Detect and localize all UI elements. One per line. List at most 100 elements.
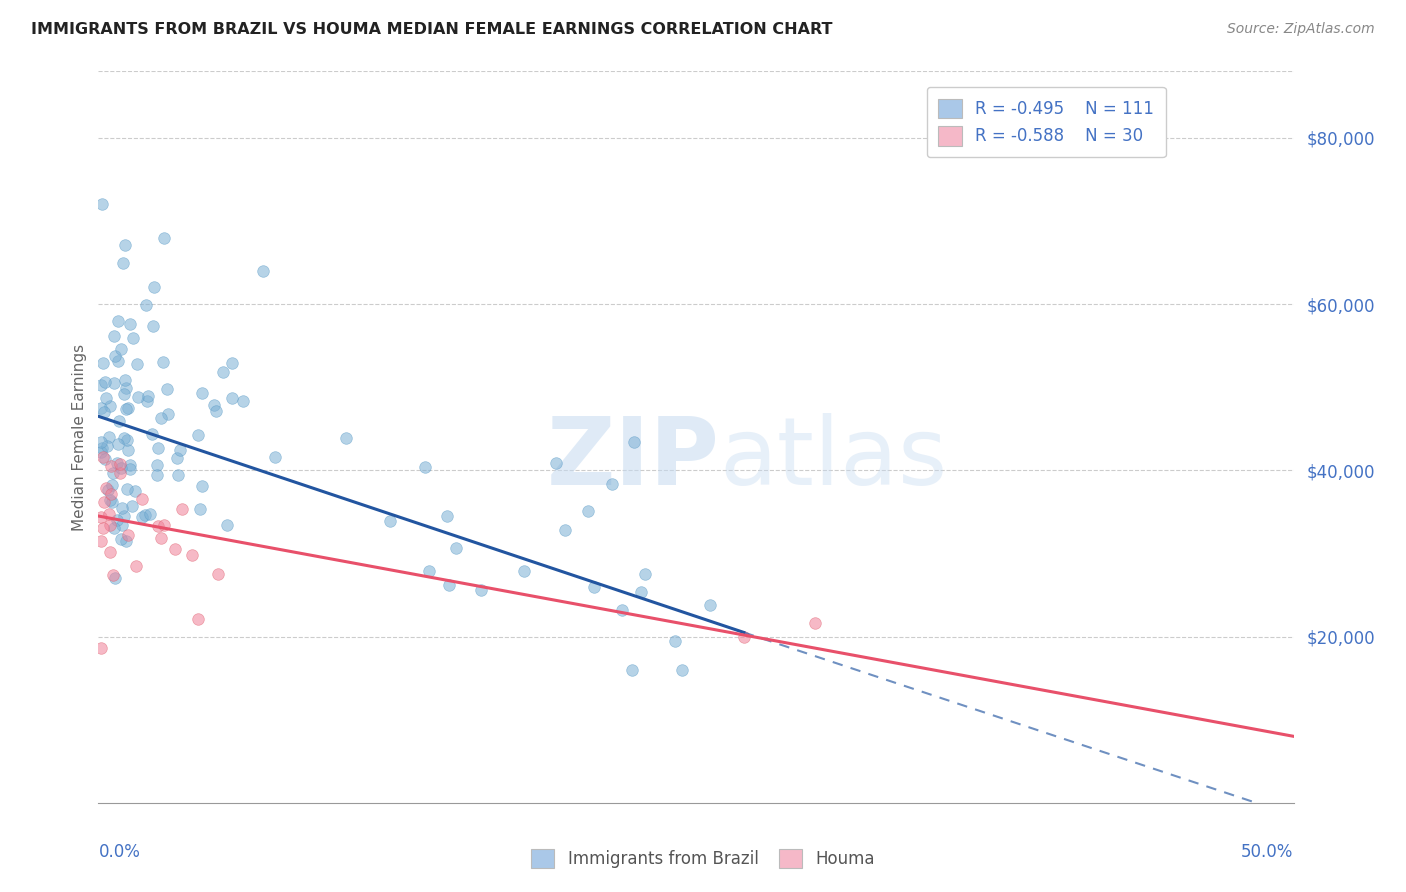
- Point: [444, 541, 467, 556]
- Point: [145, 458, 167, 472]
- Point: [107, 314, 129, 328]
- Point: [98, 518, 121, 533]
- Point: [169, 442, 191, 457]
- Point: [120, 462, 142, 476]
- Point: [554, 523, 576, 537]
- Point: [152, 355, 174, 369]
- Point: [191, 479, 214, 493]
- Point: [221, 356, 243, 370]
- Point: [136, 393, 159, 408]
- Point: [93, 405, 115, 419]
- Point: [114, 402, 136, 417]
- Point: [145, 467, 167, 482]
- Point: [101, 494, 124, 508]
- Point: [121, 330, 143, 344]
- Point: [187, 428, 209, 442]
- Point: [610, 603, 633, 617]
- Point: [90, 444, 112, 458]
- Point: [107, 437, 129, 451]
- Point: [108, 457, 131, 471]
- Point: [664, 633, 686, 648]
- Point: [120, 317, 142, 331]
- Point: [103, 376, 125, 391]
- Point: [110, 461, 132, 475]
- Point: [117, 401, 139, 415]
- Point: [93, 495, 115, 509]
- Point: [112, 387, 135, 401]
- Point: [90, 534, 112, 549]
- Point: [623, 434, 645, 449]
- Point: [101, 466, 124, 480]
- Point: [153, 518, 176, 533]
- Point: [114, 374, 136, 388]
- Point: [125, 357, 148, 371]
- Point: [94, 375, 117, 389]
- Text: Source: ZipAtlas.com: Source: ZipAtlas.com: [1227, 22, 1375, 37]
- Point: [111, 501, 134, 516]
- Point: [117, 442, 139, 457]
- Point: [131, 492, 153, 507]
- Point: [600, 477, 623, 491]
- Point: [172, 502, 194, 516]
- Point: [190, 386, 212, 401]
- Point: [188, 501, 211, 516]
- Text: ZIP: ZIP: [547, 413, 720, 505]
- Point: [202, 398, 225, 412]
- Point: [634, 567, 657, 582]
- Point: [97, 483, 120, 498]
- Point: [217, 517, 239, 532]
- Point: [110, 532, 132, 546]
- Legend: R = -0.495    N = 111, R = -0.588    N = 30: R = -0.495 N = 111, R = -0.588 N = 30: [927, 87, 1166, 157]
- Point: [97, 508, 120, 522]
- Point: [124, 483, 146, 498]
- Point: [91, 356, 114, 370]
- Point: [136, 389, 159, 403]
- Point: [583, 580, 606, 594]
- Point: [90, 641, 112, 656]
- Point: [90, 378, 112, 392]
- Point: [117, 527, 139, 541]
- Point: [380, 514, 402, 528]
- Point: [110, 342, 132, 356]
- Point: [142, 319, 165, 334]
- Point: [100, 459, 122, 474]
- Point: [104, 349, 127, 363]
- Point: [103, 567, 125, 582]
- Point: [157, 408, 180, 422]
- Point: [98, 399, 121, 413]
- Point: [91, 521, 114, 535]
- Point: [114, 237, 136, 252]
- Point: [804, 615, 827, 630]
- Point: [252, 264, 274, 278]
- Point: [141, 426, 163, 441]
- Point: [413, 459, 436, 474]
- Y-axis label: Median Female Earnings: Median Female Earnings: [72, 343, 87, 531]
- Point: [96, 481, 118, 495]
- Text: IMMIGRANTS FROM BRAZIL VS HOUMA MEDIAN FEMALE EARNINGS CORRELATION CHART: IMMIGRANTS FROM BRAZIL VS HOUMA MEDIAN F…: [31, 22, 832, 37]
- Point: [134, 508, 156, 522]
- Point: [150, 410, 173, 425]
- Point: [335, 431, 357, 445]
- Point: [165, 541, 187, 556]
- Point: [142, 280, 165, 294]
- Point: [207, 566, 229, 581]
- Point: [146, 442, 169, 456]
- Point: [221, 391, 243, 405]
- Point: [98, 545, 121, 559]
- Point: [418, 565, 440, 579]
- Point: [205, 404, 228, 418]
- Point: [437, 578, 460, 592]
- Point: [112, 255, 135, 269]
- Point: [264, 450, 287, 465]
- Point: [156, 382, 179, 396]
- Point: [90, 197, 112, 211]
- Point: [101, 477, 124, 491]
- Point: [96, 391, 118, 405]
- Point: [186, 612, 208, 626]
- Point: [232, 394, 254, 409]
- Text: 0.0%: 0.0%: [98, 843, 141, 861]
- Point: [152, 230, 174, 244]
- Point: [105, 513, 128, 527]
- Point: [125, 558, 148, 573]
- Point: [166, 450, 188, 465]
